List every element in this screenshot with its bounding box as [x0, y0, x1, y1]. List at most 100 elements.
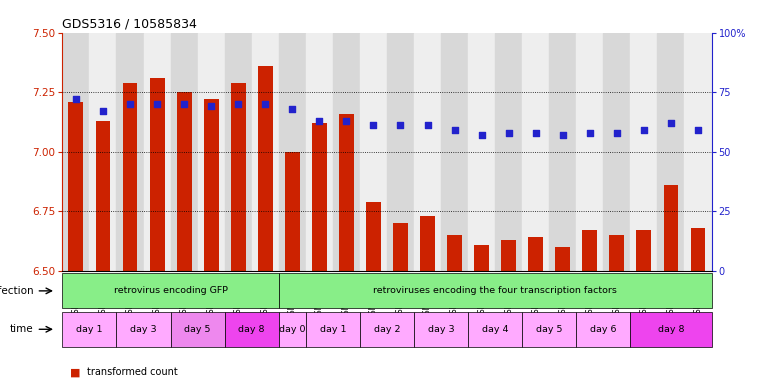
Text: day 2: day 2	[374, 325, 400, 334]
Bar	[366, 202, 381, 271]
Point	[422, 122, 434, 129]
Bar	[204, 99, 218, 271]
Bar	[279, 33, 306, 271]
Point	[151, 101, 163, 107]
Bar	[224, 33, 252, 271]
Bar	[279, 312, 306, 347]
Text: day 5: day 5	[536, 325, 562, 334]
Bar	[603, 33, 630, 271]
Bar	[387, 33, 414, 271]
Bar	[690, 228, 705, 271]
Point	[394, 122, 406, 129]
Bar	[576, 312, 630, 347]
Point	[557, 132, 569, 138]
Bar	[170, 312, 224, 347]
Text: day 3: day 3	[428, 325, 454, 334]
Bar	[198, 33, 224, 271]
Text: GDS5316 / 10585834: GDS5316 / 10585834	[62, 17, 197, 30]
Bar	[116, 312, 170, 347]
Bar	[495, 33, 522, 271]
Bar	[636, 230, 651, 271]
Bar	[576, 33, 603, 271]
Bar	[360, 33, 387, 271]
Point	[368, 122, 380, 129]
Point	[448, 127, 460, 133]
Point	[638, 127, 650, 133]
Point	[692, 127, 704, 133]
Bar	[549, 33, 576, 271]
Bar	[258, 66, 272, 271]
Bar	[231, 83, 246, 271]
Bar	[312, 123, 326, 271]
Point	[260, 101, 272, 107]
Bar	[582, 230, 597, 271]
Bar	[658, 33, 684, 271]
Bar	[62, 312, 116, 347]
Bar	[150, 78, 164, 271]
Text: day 3: day 3	[130, 325, 157, 334]
Point	[476, 132, 488, 138]
Point	[502, 129, 514, 136]
Bar	[90, 33, 116, 271]
Bar	[68, 102, 84, 271]
Point	[286, 106, 298, 112]
Bar	[441, 33, 468, 271]
Point	[665, 120, 677, 126]
Bar	[62, 273, 279, 308]
Bar	[96, 121, 110, 271]
Bar	[630, 33, 658, 271]
Bar	[468, 33, 495, 271]
Point	[340, 118, 352, 124]
Text: day 1: day 1	[76, 325, 103, 334]
Text: day 8: day 8	[238, 325, 265, 334]
Bar	[610, 235, 624, 271]
Bar	[279, 273, 712, 308]
Bar	[170, 33, 198, 271]
Bar	[144, 33, 170, 271]
Bar	[306, 33, 333, 271]
Text: retrovirus encoding GFP: retrovirus encoding GFP	[113, 286, 228, 295]
Bar	[420, 216, 435, 271]
Bar	[414, 312, 468, 347]
Bar	[528, 237, 543, 271]
Point	[232, 101, 244, 107]
Point	[205, 103, 217, 109]
Bar	[501, 240, 516, 271]
Bar	[630, 312, 712, 347]
Text: day 8: day 8	[658, 325, 684, 334]
Point	[530, 129, 542, 136]
Bar	[664, 185, 678, 271]
Bar	[468, 312, 522, 347]
Bar	[123, 83, 138, 271]
Bar	[414, 33, 441, 271]
Point	[97, 108, 109, 114]
Point	[124, 101, 136, 107]
Bar	[522, 312, 576, 347]
Bar	[252, 33, 279, 271]
Point	[70, 96, 82, 103]
Point	[178, 101, 190, 107]
Text: retroviruses encoding the four transcription factors: retroviruses encoding the four transcrip…	[373, 286, 617, 295]
Bar	[556, 247, 570, 271]
Text: day 6: day 6	[590, 325, 616, 334]
Bar	[522, 33, 549, 271]
Point	[314, 118, 326, 124]
Bar	[285, 152, 300, 271]
Text: transformed count: transformed count	[87, 367, 177, 377]
Bar	[474, 245, 489, 271]
Bar	[62, 33, 90, 271]
Bar	[360, 312, 414, 347]
Bar	[393, 223, 408, 271]
Text: day 0: day 0	[279, 325, 306, 334]
Bar	[177, 92, 192, 271]
Text: day 1: day 1	[320, 325, 346, 334]
Bar	[116, 33, 144, 271]
Point	[584, 129, 596, 136]
Bar	[447, 235, 462, 271]
Bar	[306, 312, 360, 347]
Text: time: time	[10, 324, 33, 334]
Bar	[224, 312, 279, 347]
Bar	[339, 114, 354, 271]
Text: infection: infection	[0, 286, 33, 296]
Text: day 4: day 4	[482, 325, 508, 334]
